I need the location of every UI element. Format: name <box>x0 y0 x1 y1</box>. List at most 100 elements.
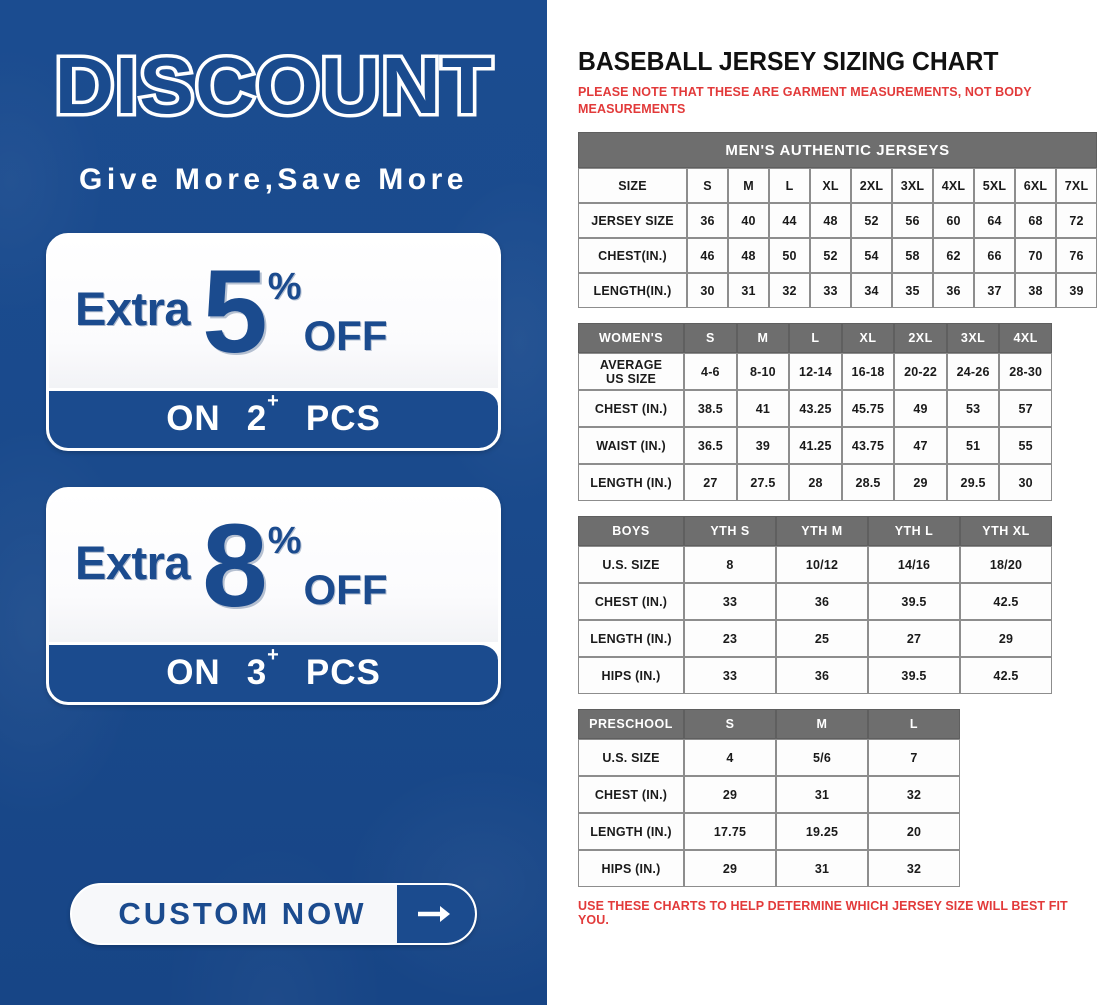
cell: 45.75 <box>841 390 895 427</box>
cell: 70 <box>1015 238 1056 273</box>
column-header: YTH L <box>868 516 960 546</box>
cell: 28.5 <box>841 464 895 501</box>
column-header: M <box>736 323 790 353</box>
column-header: S <box>684 323 737 353</box>
cell: 48 <box>728 238 769 273</box>
cell: 44 <box>769 203 810 238</box>
deal-card-8-percent[interactable]: Extra 8 % OFF ON 3+ PCS <box>46 486 501 705</box>
table-row: HIPS (IN.) 33 36 39.5 42.5 <box>578 657 1052 694</box>
table-header-row: SIZE S M L XL 2XL 3XL 4XL 5XL 6XL 7XL <box>578 168 1098 203</box>
column-header: YTH XL <box>960 516 1052 546</box>
cell: 39.5 <box>868 657 960 694</box>
deal-condition-bar: ON 2+ PCS <box>49 387 498 448</box>
table-row: LENGTH (IN.) 23 25 27 29 <box>578 620 1052 657</box>
row-label: LENGTH (IN.) <box>578 813 684 850</box>
row-label: AVERAGE US SIZE <box>578 353 685 390</box>
column-header: PRESCHOOL <box>578 709 684 739</box>
cell: 29 <box>684 776 776 813</box>
column-header: 5XL <box>974 168 1015 203</box>
row-label: U.S. SIZE <box>578 739 684 776</box>
column-header: 6XL <box>1015 168 1056 203</box>
column-header: 4XL <box>999 323 1052 353</box>
cell: 58 <box>892 238 933 273</box>
deal-card-body: Extra 8 % OFF <box>49 489 498 642</box>
cell: 39 <box>736 427 790 464</box>
cell: 20-22 <box>894 353 947 390</box>
row-label: HIPS (IN.) <box>578 657 684 694</box>
cell: 8-10 <box>736 353 790 390</box>
sizing-chart-panel: BASEBALL JERSEY SIZING CHART PLEASE NOTE… <box>547 0 1116 1005</box>
row-label: JERSEY SIZE <box>578 203 687 238</box>
deal-condition-bar: ON 3+ PCS <box>49 641 498 702</box>
table-header-row: WOMEN'S S M L XL 2XL 3XL 4XL <box>578 323 1052 353</box>
column-header: SIZE <box>578 168 687 203</box>
cell: 23 <box>684 620 776 657</box>
cell: 27 <box>868 620 960 657</box>
table-banner-row: MEN'S AUTHENTIC JERSEYS <box>578 132 1098 168</box>
table-row: JERSEY SIZE 36 40 44 48 52 56 60 64 68 7… <box>578 203 1098 238</box>
chart-note: PLEASE NOTE THAT THESE ARE GARMENT MEASU… <box>578 85 1032 116</box>
column-header: L <box>789 323 842 353</box>
column-header: BOYS <box>578 516 684 546</box>
cell: 4-6 <box>684 353 737 390</box>
cell: 52 <box>851 203 892 238</box>
discount-promo-panel: DISCOUNT Give More,Save More Extra 5 % O… <box>0 0 547 1005</box>
table-row: U.S. SIZE 8 10/12 14/16 18/20 <box>578 546 1052 583</box>
deal-amount: 5 <box>202 245 268 378</box>
column-header: XL <box>810 168 851 203</box>
cell: 62 <box>933 238 974 273</box>
deal-card-5-percent[interactable]: Extra 5 % OFF ON 2+ PCS <box>46 232 501 451</box>
deal-percent-symbol: % <box>267 265 302 308</box>
cell: 34 <box>851 273 892 308</box>
cell: 36 <box>687 203 728 238</box>
cell: 68 <box>1015 203 1056 238</box>
row-label: CHEST(IN.) <box>578 238 687 273</box>
cell: 29 <box>960 620 1052 657</box>
custom-now-button[interactable]: CUSTOM NOW <box>70 883 477 945</box>
cell: 31 <box>776 776 868 813</box>
column-header: L <box>868 709 960 739</box>
cell: 66 <box>974 238 1015 273</box>
deal-pcs-label: PCS <box>305 653 381 693</box>
cell: 17.75 <box>684 813 776 850</box>
table-row: CHEST (IN.) 33 36 39.5 42.5 <box>578 583 1052 620</box>
column-header: S <box>687 168 728 203</box>
table-row: U.S. SIZE 4 5/6 7 <box>578 739 960 776</box>
table-row: HIPS (IN.) 29 31 32 <box>578 850 960 887</box>
cell: 56 <box>892 203 933 238</box>
cell: 52 <box>810 238 851 273</box>
cell: 54 <box>851 238 892 273</box>
column-header: XL <box>841 323 895 353</box>
cell: 18/20 <box>960 546 1052 583</box>
cell: 30 <box>999 464 1052 501</box>
cell: 64 <box>974 203 1015 238</box>
cell: 48 <box>810 203 851 238</box>
table-banner-label: MEN'S AUTHENTIC JERSEYS <box>578 132 1098 168</box>
table-row: LENGTH (IN.) 27 27.5 28 28.5 29 29.5 30 <box>578 464 1052 501</box>
row-label: CHEST (IN.) <box>578 583 684 620</box>
cell: 39.5 <box>868 583 960 620</box>
cell: 49 <box>894 390 947 427</box>
cell: 29 <box>894 464 947 501</box>
column-header: L <box>769 168 810 203</box>
cell: 46 <box>687 238 728 273</box>
cell: 57 <box>999 390 1052 427</box>
cell: 12-14 <box>789 353 842 390</box>
cell: 33 <box>810 273 851 308</box>
column-header: 4XL <box>933 168 974 203</box>
chart-title: BASEBALL JERSEY SIZING CHART <box>578 46 999 76</box>
row-label: CHEST (IN.) <box>578 776 684 813</box>
table-row: CHEST(IN.) 46 48 50 52 54 58 62 66 70 76 <box>578 238 1098 273</box>
cell: 25 <box>776 620 868 657</box>
table-row: AVERAGE US SIZE 4-6 8-10 12-14 16-18 20-2… <box>578 353 1052 390</box>
custom-now-label: CUSTOM NOW <box>118 896 367 931</box>
cell: 31 <box>728 273 769 308</box>
table-row: LENGTH (IN.) 17.75 19.25 20 <box>578 813 960 850</box>
cell: 43.25 <box>789 390 842 427</box>
cell: 50 <box>769 238 810 273</box>
column-header: 3XL <box>892 168 933 203</box>
cell: 4 <box>684 739 776 776</box>
cell: 51 <box>946 427 1000 464</box>
cell: 76 <box>1056 238 1098 273</box>
